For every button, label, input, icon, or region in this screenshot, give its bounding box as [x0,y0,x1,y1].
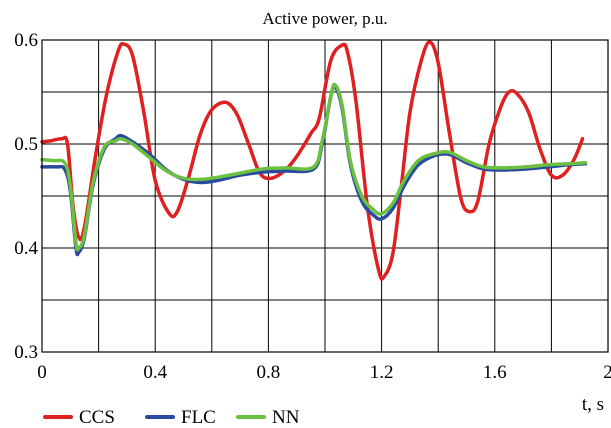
legend-label-flc: FLC [181,407,216,428]
x-tick-label: 0.4 [143,362,167,383]
x-tick-label: 1.6 [483,362,507,383]
series-line-ccs [40,40,585,281]
chart-title: Active power, p.u. [262,9,387,28]
plot-frame [41,39,609,353]
series-line-nn [40,82,588,252]
legend: CCS FLC NN [43,407,300,428]
legend-label-ccs: CCS [79,407,115,428]
x-tick-label: 2 [603,362,611,383]
x-axis-label: t, s [582,394,604,415]
y-tick-label: 0.3 [14,342,38,363]
series-line-flc [40,84,588,257]
legend-label-nn: NN [272,407,300,428]
x-tick-label: 0.8 [257,362,281,383]
y-tick-label: 0.4 [14,238,38,259]
x-tick-label: 1.2 [370,362,394,383]
y-tick-label: 0.6 [14,30,38,51]
y-tick-label: 0.5 [14,134,38,155]
series-layer [40,40,588,281]
tick-labels: 0 0.4 0.8 1.2 1.6 2 0.3 0.4 0.5 0.6 [14,30,611,383]
x-tick-label: 0 [37,362,47,383]
